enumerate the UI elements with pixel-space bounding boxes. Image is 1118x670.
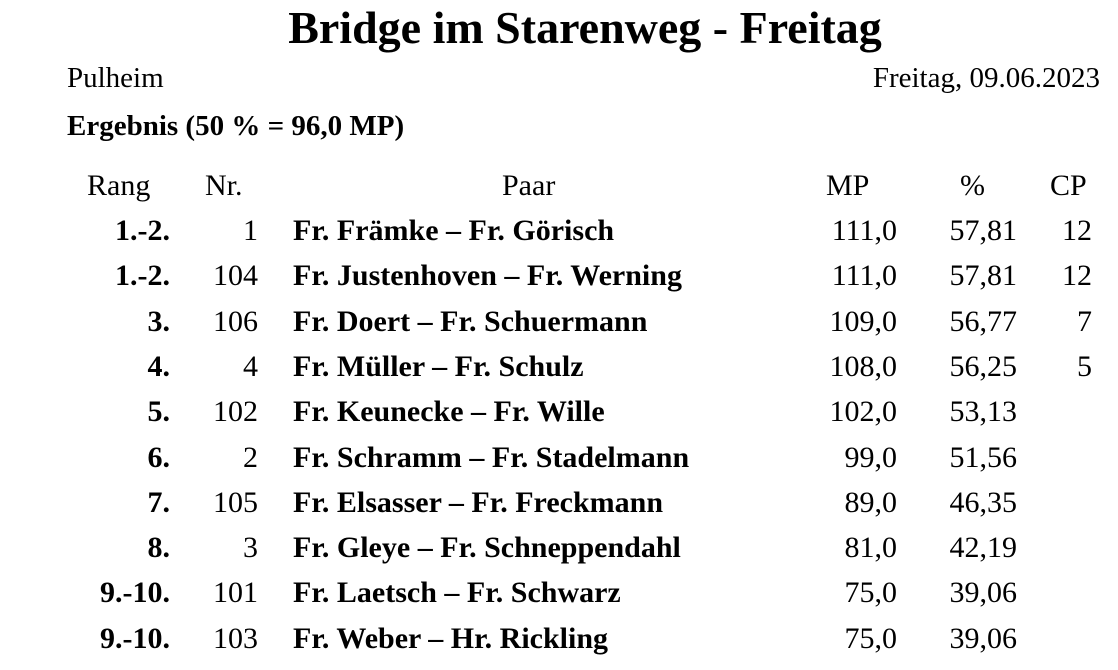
cell-rang: 8. xyxy=(147,531,171,565)
cell-mp: 102,0 xyxy=(829,395,898,429)
cell-rang: 9.-10. xyxy=(100,621,170,655)
cell-pct: 42,19 xyxy=(949,531,1018,565)
cell-paar: Fr. Weber – Hr. Rickling xyxy=(293,621,609,655)
cell-pct: 56,25 xyxy=(949,349,1018,383)
cell-rang: 7. xyxy=(147,485,171,519)
table-row: 6. 2 Fr. Schramm – Fr. Stadelmann 99,0 51,56 xyxy=(0,438,1118,478)
cell-nr: 2 xyxy=(243,440,258,474)
cell-mp: 81,0 xyxy=(844,531,898,565)
header-paar: Paar xyxy=(502,169,556,202)
table-row: 9.-10. 103 Fr. Weber – Hr. Rickling 75,0 39,… xyxy=(0,619,1118,659)
cell-mp: 99,0 xyxy=(844,440,898,474)
header-nr: Nr. xyxy=(205,169,243,202)
cell-nr: 105 xyxy=(213,485,258,519)
table-row: 4. 4 Fr. Müller – Fr. Schulz 108,0 56,25 5 xyxy=(0,347,1118,387)
cell-cp: 5 xyxy=(1077,349,1092,383)
table-row: 7. 105 Fr. Elsasser – Fr. Freckmann 89,0 46,… xyxy=(0,483,1118,523)
cell-cp: 12 xyxy=(1062,214,1092,247)
cell-rang: 6. xyxy=(147,440,171,474)
table-row: 1.-2. 104 Fr. Justenhoven – Fr. Werning 111… xyxy=(0,256,1118,296)
event-date: Freitag, 09.06.2023 xyxy=(872,62,1100,94)
cell-mp: 111,0 xyxy=(831,214,897,247)
cell-nr: 106 xyxy=(213,304,258,338)
cell-paar: Fr. Justenhoven – Fr. Werning xyxy=(293,259,682,293)
cell-nr: 104 xyxy=(213,259,258,293)
cell-nr: 101 xyxy=(213,576,258,610)
cell-pct: 46,35 xyxy=(949,485,1018,519)
cell-cp: 7 xyxy=(1077,304,1092,338)
page-title: Bridge im Starenweg - Freitag xyxy=(288,2,882,53)
cell-mp: 108,0 xyxy=(829,349,898,383)
cell-pct: 39,06 xyxy=(949,576,1018,610)
cell-paar: Fr. Främke – Fr. Görisch xyxy=(293,214,615,247)
cell-mp: 75,0 xyxy=(844,621,898,655)
cell-pct: 51,56 xyxy=(949,440,1018,474)
table-row: 3. 106 Fr. Doert – Fr. Schuermann 109,0 56,7… xyxy=(0,302,1118,342)
cell-paar: Fr. Keunecke – Fr. Wille xyxy=(293,395,605,429)
cell-rang: 9.-10. xyxy=(100,576,170,610)
header-pct: % xyxy=(960,169,985,202)
table-header: Rang Nr. Paar MP % CP xyxy=(0,166,1118,206)
header-rang: Rang xyxy=(87,169,151,202)
cell-pct: 57,81 xyxy=(949,214,1018,247)
cell-mp: 109,0 xyxy=(829,304,898,338)
cell-pct: 57,81 xyxy=(949,259,1018,293)
table-row: 9.-10. 101 Fr. Laetsch – Fr. Schwarz 75,0 39… xyxy=(0,573,1118,613)
cell-rang: 3. xyxy=(147,304,171,338)
cell-nr: 3 xyxy=(243,531,258,565)
cell-rang: 5. xyxy=(147,395,171,429)
cell-paar: Fr. Müller – Fr. Schulz xyxy=(293,349,584,383)
cell-cp: 12 xyxy=(1062,259,1092,293)
cell-mp: 75,0 xyxy=(844,576,898,610)
cell-nr: 4 xyxy=(243,349,258,383)
cell-rang: 1.-2. xyxy=(115,214,170,247)
header-mp: MP xyxy=(826,169,870,202)
table-row: 1.-2. 1 Fr. Främke – Fr. Görisch 111,0 57,81… xyxy=(0,211,1118,251)
table-row: 8. 3 Fr. Gleye – Fr. Schneppendahl 81,0 42,1… xyxy=(0,528,1118,568)
cell-paar: Fr. Schramm – Fr. Stadelmann xyxy=(293,440,690,474)
cell-paar: Fr. Gleye – Fr. Schneppendahl xyxy=(293,531,681,565)
location: Pulheim xyxy=(67,62,164,94)
cell-mp: 111,0 xyxy=(831,259,897,293)
cell-mp: 89,0 xyxy=(844,485,898,519)
cell-rang: 4. xyxy=(147,349,171,383)
cell-rang: 1.-2. xyxy=(115,259,170,293)
result-subtitle: Ergebnis (50 % = 96,0 MP) xyxy=(67,110,405,142)
cell-paar: Fr. Laetsch – Fr. Schwarz xyxy=(293,576,621,610)
table-row: 5. 102 Fr. Keunecke – Fr. Wille 102,0 53,13 xyxy=(0,392,1118,432)
cell-pct: 56,77 xyxy=(949,304,1018,338)
cell-nr: 1 xyxy=(243,214,258,247)
cell-paar: Fr. Doert – Fr. Schuermann xyxy=(293,304,648,338)
cell-pct: 53,13 xyxy=(949,395,1018,429)
cell-nr: 103 xyxy=(213,621,258,655)
cell-pct: 39,06 xyxy=(949,621,1018,655)
header-cp: CP xyxy=(1050,169,1087,202)
cell-nr: 102 xyxy=(213,395,258,429)
cell-paar: Fr. Elsasser – Fr. Freckmann xyxy=(293,485,664,519)
